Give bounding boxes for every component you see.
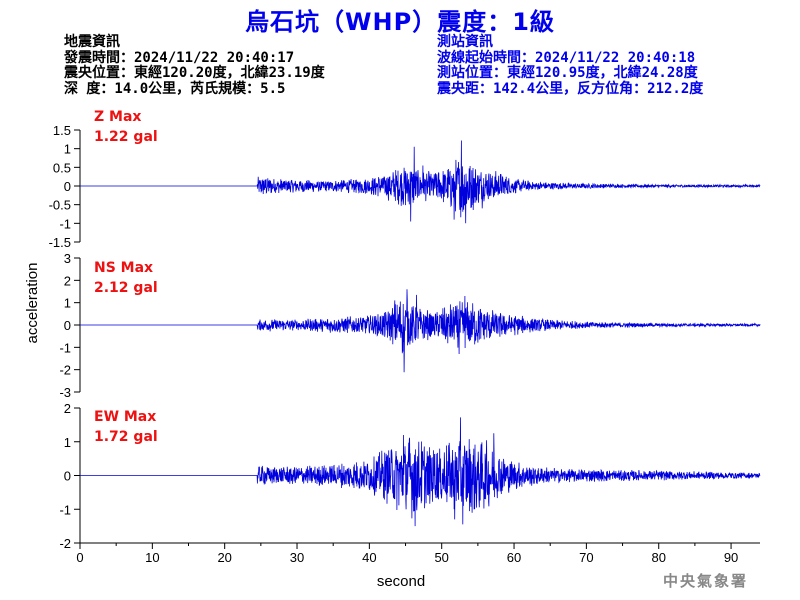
station-info: 測站資訊 波線起始時間：2024/11/22 20:40:18 測站位置：東經1…	[437, 34, 704, 97]
x-tick-label: 10	[145, 550, 159, 565]
y-tick-label-z: 0	[64, 179, 71, 194]
y-tick-label-ew: 0	[64, 469, 71, 484]
y-tick-label-ns: 0	[64, 318, 71, 333]
waveform-ns	[80, 289, 761, 373]
ew-peak-value: 1.72 gal	[94, 429, 158, 445]
y-tick-label-ns: 3	[64, 251, 71, 266]
y-tick-label-ns: 2	[64, 273, 71, 288]
y-axis-label: acceleration	[24, 263, 41, 344]
earthquake-info-heading: 地震資訊	[64, 34, 120, 50]
y-tick-label-ew: -1	[59, 502, 71, 517]
x-tick-label: 70	[579, 550, 593, 565]
y-tick-label-z: -0.5	[49, 198, 71, 213]
origin-time: 發震時間：2024/11/22 20:40:17	[64, 49, 295, 66]
earthquake-info: 地震資訊 發震時間：2024/11/22 20:40:17 震央位置：東經120…	[64, 34, 325, 97]
ns-peak-label: NS Max 2.12 gal	[94, 258, 158, 298]
y-tick-label-z: -1.5	[49, 235, 71, 250]
waveform-z	[80, 140, 761, 224]
y-tick-label-ew: 2	[64, 401, 71, 416]
x-tick-label: 90	[724, 550, 738, 565]
z-peak-value: 1.22 gal	[94, 129, 158, 145]
y-tick-label-ns: -1	[59, 340, 71, 355]
waveform-ew	[80, 417, 761, 527]
x-tick-label: 50	[434, 550, 448, 565]
cwa-credit: 中央氣象署	[662, 572, 748, 590]
ew-peak-label: EW Max 1.72 gal	[94, 407, 158, 447]
depth-magnitude: 深 度：14.0公里，芮氏規模：5.5	[64, 80, 286, 97]
x-axis-label: second	[377, 573, 425, 590]
y-tick-label-ns: -2	[59, 363, 71, 378]
y-tick-label-z: 0.5	[53, 160, 71, 175]
x-tick-label: 30	[290, 550, 304, 565]
y-tick-label-z: 1.5	[53, 123, 71, 138]
y-tick-label-ns: 1	[64, 296, 71, 311]
z-peak-label: Z Max 1.22 gal	[94, 107, 158, 147]
ew-peak-title: EW Max	[94, 409, 157, 425]
ns-peak-value: 2.12 gal	[94, 280, 158, 296]
z-peak-title: Z Max	[94, 109, 142, 125]
ns-peak-title: NS Max	[94, 260, 154, 276]
station-location: 測站位置：東經120.95度，北緯24.28度	[437, 65, 698, 81]
y-tick-label-ns: -3	[59, 385, 71, 400]
y-tick-label-ew: -2	[59, 536, 71, 551]
x-tick-label: 60	[507, 550, 521, 565]
epicenter: 震央位置：東經120.20度，北緯23.19度	[64, 65, 325, 81]
x-tick-label: 80	[651, 550, 665, 565]
y-tick-label-z: 1	[64, 142, 71, 157]
x-tick-label: 0	[76, 550, 83, 565]
panel-ns: 3 2 1 0 -1 -2 -3	[59, 251, 761, 400]
x-tick-label: 20	[217, 550, 231, 565]
y-tick-label-z: -1	[59, 216, 71, 231]
y-tick-label-ew: 1	[64, 435, 71, 450]
panel-ew: 2 1 0 -1 -2	[59, 401, 761, 551]
station-info-heading: 測站資訊	[437, 34, 493, 50]
wave-start-time: 波線起始時間：2024/11/22 20:40:18	[437, 49, 696, 66]
distance-azimuth: 震央距：142.4公里，反方位角：212.2度	[437, 80, 704, 97]
page-title: 烏石坑（WHP）震度：1級	[245, 8, 555, 36]
x-tick-label: 40	[362, 550, 376, 565]
panel-z: 1.5 1 0.5 0 -0.5 -1 -1.5	[49, 123, 761, 250]
